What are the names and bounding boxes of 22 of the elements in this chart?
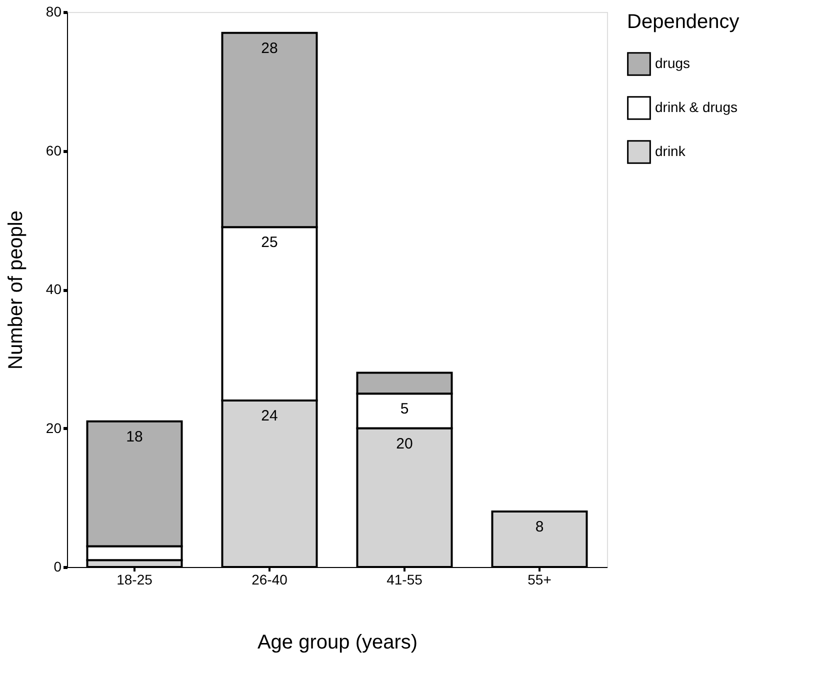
legend-label: drink [655, 143, 686, 159]
legend-title: Dependency [627, 11, 740, 33]
y-tick-label: 80 [46, 4, 62, 20]
x-tick-label: 18-25 [116, 572, 153, 588]
x-tick-label: 41-55 [386, 572, 423, 588]
data-label: 5 [400, 400, 409, 418]
y-tick-label: 20 [46, 420, 62, 436]
y-axis-title: Number of people [4, 210, 27, 370]
x-tick-label: 55+ [528, 572, 552, 588]
data-label: 8 [535, 518, 544, 536]
y-tick-label: 60 [46, 142, 62, 158]
data-label: 25 [261, 234, 278, 252]
x-tick-label: 26-40 [252, 572, 288, 588]
y-tick-label: 0 [54, 558, 62, 574]
data-label: 28 [261, 40, 278, 57]
data-label: 18 [126, 428, 143, 446]
data-label: 24 [261, 408, 278, 424]
y-tick-label: 40 [46, 281, 62, 297]
x-axis-title: Age group (years) [257, 632, 418, 654]
legend-label: drugs [655, 55, 690, 71]
data-label: 20 [396, 435, 413, 452]
legend-label: drink & drugs [655, 99, 738, 115]
